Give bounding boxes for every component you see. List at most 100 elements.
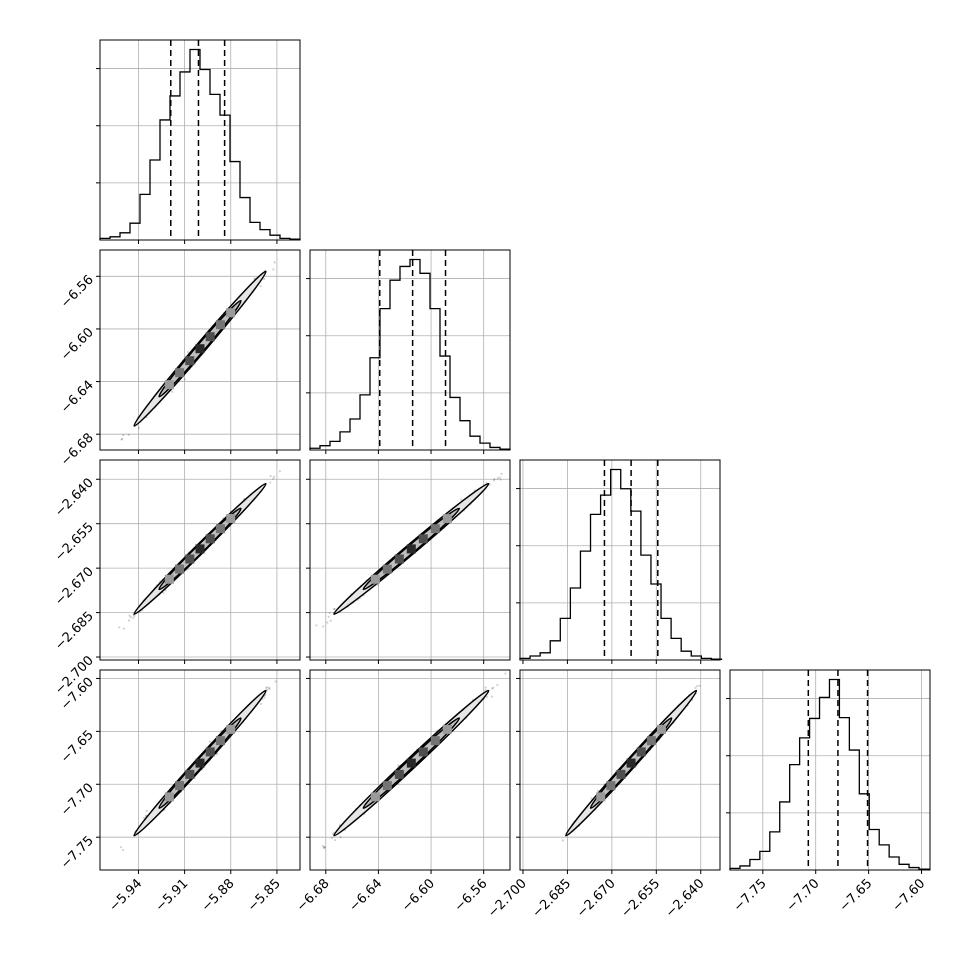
- panel-frame: [99, 459, 301, 661]
- sample-point: [127, 433, 130, 436]
- sample-point: [266, 686, 269, 689]
- density-cell: [185, 356, 195, 366]
- sample-point: [323, 846, 326, 850]
- scatter-content: [321, 672, 507, 850]
- histogram-step: [519, 468, 723, 660]
- y-tick-label: −2.670: [52, 564, 97, 609]
- grid-lines: [310, 250, 510, 450]
- density-cell: [394, 554, 404, 564]
- density-cell: [195, 544, 205, 554]
- sample-point: [332, 607, 336, 611]
- density-cell: [185, 554, 195, 564]
- density-cell: [596, 792, 606, 802]
- x-tick-label: −2.670: [574, 876, 619, 921]
- x-tick-label: −5.88: [199, 876, 238, 915]
- sample-point: [500, 472, 503, 475]
- panel-frame: [309, 459, 511, 661]
- sample-point: [504, 672, 507, 675]
- x-tick-label: −2.700: [485, 876, 530, 921]
- sample-point: [268, 686, 271, 689]
- sample-point: [493, 478, 496, 481]
- sample-point: [259, 285, 262, 288]
- sample-point: [496, 477, 499, 480]
- sample-point: [397, 764, 400, 767]
- density-cell: [636, 747, 646, 757]
- density-cell: [406, 758, 416, 768]
- sample-point: [305, 640, 307, 642]
- sample-point: [491, 687, 494, 690]
- panel-frame: [99, 39, 301, 241]
- density-cell: [626, 758, 636, 768]
- sample-point: [128, 614, 131, 617]
- histogram-step: [309, 258, 511, 450]
- density-cell: [185, 769, 195, 779]
- sample-point: [120, 438, 123, 441]
- sample-point: [122, 627, 125, 630]
- sample-point: [278, 470, 281, 473]
- density-cell: [370, 792, 380, 802]
- density-cell: [616, 769, 626, 779]
- sample-point: [263, 278, 266, 281]
- y-tick-label: −7.65: [58, 728, 97, 767]
- histogram-panel-1: [306, 249, 511, 454]
- sample-point: [333, 608, 336, 611]
- x-tick-label: −6.60: [399, 876, 438, 915]
- density-cell: [195, 344, 205, 354]
- density-cell: [164, 574, 174, 584]
- scatter-content: [118, 470, 281, 630]
- sample-point: [492, 479, 496, 482]
- x-tick-label: −2.655: [618, 876, 663, 921]
- density-cell: [175, 781, 185, 791]
- sample-point: [698, 684, 701, 687]
- grid-lines: [730, 670, 930, 870]
- sample-point: [119, 846, 122, 849]
- x-tick-label: −7.75: [731, 876, 770, 915]
- panel-frame: [729, 669, 931, 871]
- density-cell: [164, 380, 174, 390]
- sample-point: [590, 797, 593, 800]
- sample-point: [322, 625, 325, 628]
- sample-point: [315, 624, 318, 627]
- density-cell: [382, 781, 392, 791]
- sample-point: [288, 668, 290, 670]
- density-cell: [215, 736, 225, 746]
- sample-point: [303, 632, 305, 634]
- density-cell: [215, 524, 225, 534]
- sample-point: [120, 437, 124, 440]
- density-cell: [175, 564, 185, 574]
- sample-point: [269, 481, 272, 484]
- x-tick-label: −6.68: [294, 876, 333, 915]
- density-cell: [370, 574, 380, 584]
- sample-point: [284, 246, 286, 248]
- density-cell: [195, 758, 205, 768]
- sample-point: [326, 621, 329, 624]
- sample-point: [321, 844, 325, 848]
- scatter-panel-3-0: −5.94 −5.91 −5.88 −5.85−7.75−7.70−7.65−7.60: [58, 668, 301, 915]
- sample-point: [272, 268, 275, 271]
- sample-point: [171, 390, 174, 393]
- density-cell: [226, 514, 236, 524]
- sample-point: [187, 350, 190, 354]
- sample-point: [484, 688, 487, 692]
- density-cell: [656, 724, 666, 734]
- sample-point: [334, 838, 337, 842]
- density-cell: [418, 747, 428, 757]
- y-tick-label: −6.60: [58, 325, 97, 364]
- sample-point: [499, 478, 502, 481]
- sample-point: [137, 426, 141, 430]
- density-cell: [164, 792, 174, 802]
- density-cell: [430, 736, 440, 746]
- panel-frame: [309, 249, 511, 451]
- density-cell: [226, 308, 236, 318]
- scatter-content: [120, 246, 286, 441]
- sample-point: [376, 583, 380, 586]
- density-cell: [406, 544, 416, 554]
- density-cell: [430, 524, 440, 534]
- sample-point: [272, 477, 275, 480]
- density-cell: [205, 747, 215, 757]
- sample-point: [339, 835, 342, 839]
- sample-point: [118, 626, 121, 629]
- panel-frame: [99, 249, 301, 451]
- sample-point: [268, 687, 271, 691]
- x-tick-label: −2.640: [663, 876, 708, 921]
